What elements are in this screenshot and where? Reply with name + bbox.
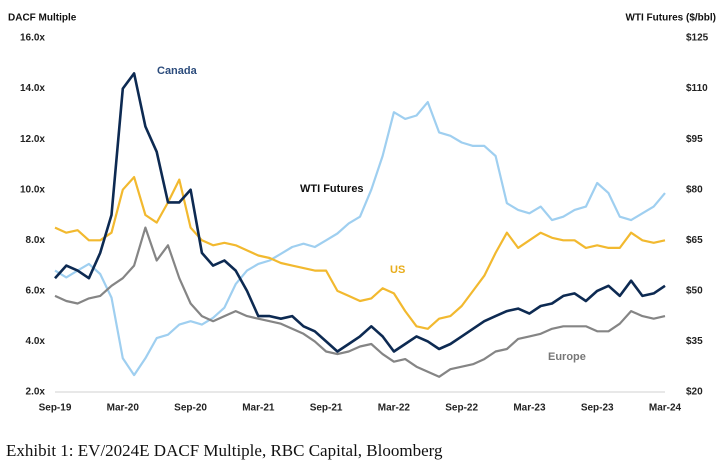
y-axis-title: DACF Multiple — [8, 13, 77, 24]
caption: Exhibit 1: EV/2024E DACF Multiple, RBC C… — [6, 441, 443, 460]
y-tick-label: 16.0x — [20, 33, 45, 44]
y2-tick-label: $50 — [686, 285, 703, 296]
y-tick-label: 4.0x — [26, 336, 46, 347]
y2-tick-label: $125 — [686, 33, 709, 44]
y2-tick-label: $20 — [686, 387, 703, 398]
y-tick-label: 12.0x — [20, 134, 45, 145]
y-tick-label: 6.0x — [26, 285, 46, 296]
series-line — [54, 176, 666, 330]
x-tick-label: Sep-22 — [445, 403, 478, 414]
x-tick-label: Mar-24 — [649, 403, 682, 414]
x-tick-label: Mar-20 — [107, 403, 140, 414]
x-tick-label: Mar-21 — [242, 403, 275, 414]
y2-tick-label: $80 — [686, 184, 703, 195]
y2-tick-label: $95 — [686, 134, 703, 145]
series-label: US — [390, 264, 405, 276]
series-label: WTI Futures — [300, 183, 364, 195]
y-tick-label: 14.0x — [20, 83, 45, 94]
y-tick-label: 2.0x — [26, 387, 46, 398]
y-tick-label: 10.0x — [20, 184, 45, 195]
x-tick-label: Sep-21 — [310, 403, 343, 414]
series-label: Canada — [157, 65, 198, 77]
y2-tick-label: $110 — [686, 83, 708, 94]
y2-tick-label: $65 — [686, 235, 703, 246]
y-tick-label: 8.0x — [26, 235, 46, 246]
series-line — [54, 72, 666, 353]
x-tick-label: Mar-22 — [378, 403, 411, 414]
y2-tick-label: $35 — [686, 336, 703, 347]
x-tick-label: Sep-19 — [39, 403, 72, 414]
series-label: Europe — [548, 351, 586, 363]
x-tick-label: Sep-20 — [174, 403, 207, 414]
y2-axis-title: WTI Futures ($/bbl) — [625, 13, 716, 24]
series-line — [54, 226, 666, 378]
x-tick-label: Mar-23 — [513, 403, 546, 414]
x-tick-label: Sep-23 — [581, 403, 614, 414]
series-line — [54, 101, 666, 377]
